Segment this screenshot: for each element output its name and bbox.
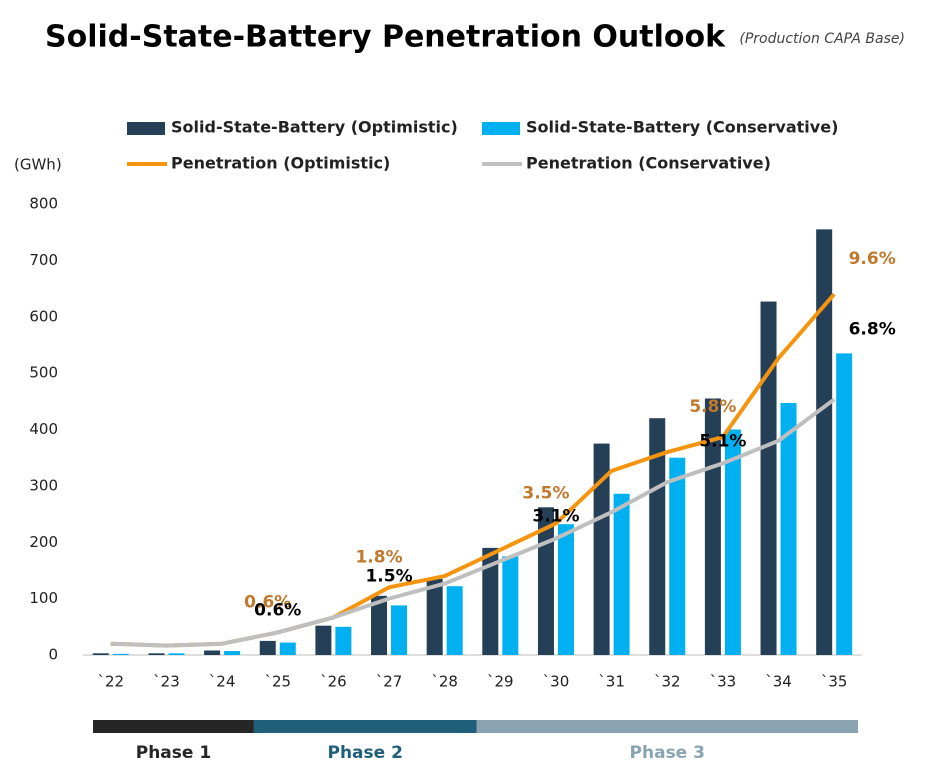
legend-label: Penetration (Optimistic) [171, 154, 390, 173]
bar [613, 493, 630, 655]
x-tick-label: `27 [376, 673, 403, 691]
bar [371, 595, 388, 655]
phase-label: Phase 2 [327, 743, 402, 763]
x-tick-label: `31 [598, 673, 625, 691]
bar [168, 653, 185, 655]
bar [760, 301, 777, 655]
bar [704, 398, 721, 655]
value-label: 3.1% [532, 506, 579, 526]
value-label: 9.6% [849, 249, 896, 269]
bar [780, 403, 797, 655]
y-tick-label: 600 [29, 307, 58, 325]
bar [148, 653, 165, 655]
x-tick-label: `28 [431, 673, 458, 691]
value-label: 1.8% [355, 547, 402, 567]
x-tick-label: `35 [821, 673, 848, 691]
x-tick-label: `26 [320, 673, 347, 691]
x-tick-label: `30 [543, 673, 570, 691]
bar [649, 418, 666, 655]
value-label: 1.5% [365, 567, 412, 587]
y-tick-label: 0 [48, 646, 58, 664]
x-tick-label: `29 [487, 673, 514, 691]
value-label: 5.1% [699, 431, 746, 451]
bar [669, 457, 686, 655]
bar [502, 556, 519, 655]
x-tick-label: `32 [654, 673, 681, 691]
x-tick-label: `22 [98, 673, 125, 691]
legend-label: Solid-State-Battery (Optimistic) [171, 118, 458, 137]
x-tick-label: `33 [710, 673, 737, 691]
chart-subtitle: (Production CAPA Base) [739, 31, 905, 47]
value-label: 3.5% [522, 483, 569, 503]
bar [335, 626, 352, 655]
legend-label: Solid-State-Battery (Conservative) [526, 118, 838, 137]
x-tick-label: `25 [264, 673, 291, 691]
y-tick-label: 100 [29, 589, 58, 607]
bar [482, 547, 499, 655]
bar [279, 642, 296, 655]
y-axis-unit: (GWh) [14, 156, 62, 174]
chart-title: Solid-State-Battery Penetration Outlook [45, 20, 726, 55]
line [110, 397, 836, 648]
phase-bar [253, 720, 477, 733]
y-tick-label: 800 [29, 195, 58, 213]
legend-label: Penetration (Conservative) [526, 154, 771, 173]
value-label: 5.8% [689, 397, 736, 417]
bar [259, 640, 276, 655]
bar [391, 605, 408, 655]
bar [112, 653, 129, 655]
bar [557, 524, 574, 655]
phase-bar [476, 720, 858, 733]
y-tick-label: 700 [29, 251, 58, 269]
x-tick-label: `34 [765, 673, 792, 691]
phase-label: Phase 1 [136, 743, 211, 763]
bar [92, 653, 109, 655]
bar [724, 429, 741, 655]
phase-label: Phase 3 [630, 743, 705, 763]
bar [816, 229, 833, 655]
y-tick-label: 500 [29, 364, 58, 382]
legend-swatch [127, 122, 165, 135]
x-tick-label: `23 [153, 673, 180, 691]
value-label: 0.6% [244, 592, 291, 612]
x-tick-label: `24 [209, 673, 236, 691]
value-label: 6.8% [849, 319, 896, 339]
y-tick-label: 200 [29, 533, 58, 551]
bar [446, 586, 463, 655]
phase-bar [93, 720, 254, 733]
bar [224, 651, 241, 655]
y-tick-label: 300 [29, 476, 58, 494]
bar [315, 625, 332, 655]
y-tick-label: 400 [29, 420, 58, 438]
bar [426, 578, 443, 655]
bar [836, 353, 853, 655]
legend-swatch [482, 122, 520, 135]
value-label: 0.6% [254, 600, 301, 620]
bar [593, 443, 610, 655]
bar [204, 650, 221, 655]
